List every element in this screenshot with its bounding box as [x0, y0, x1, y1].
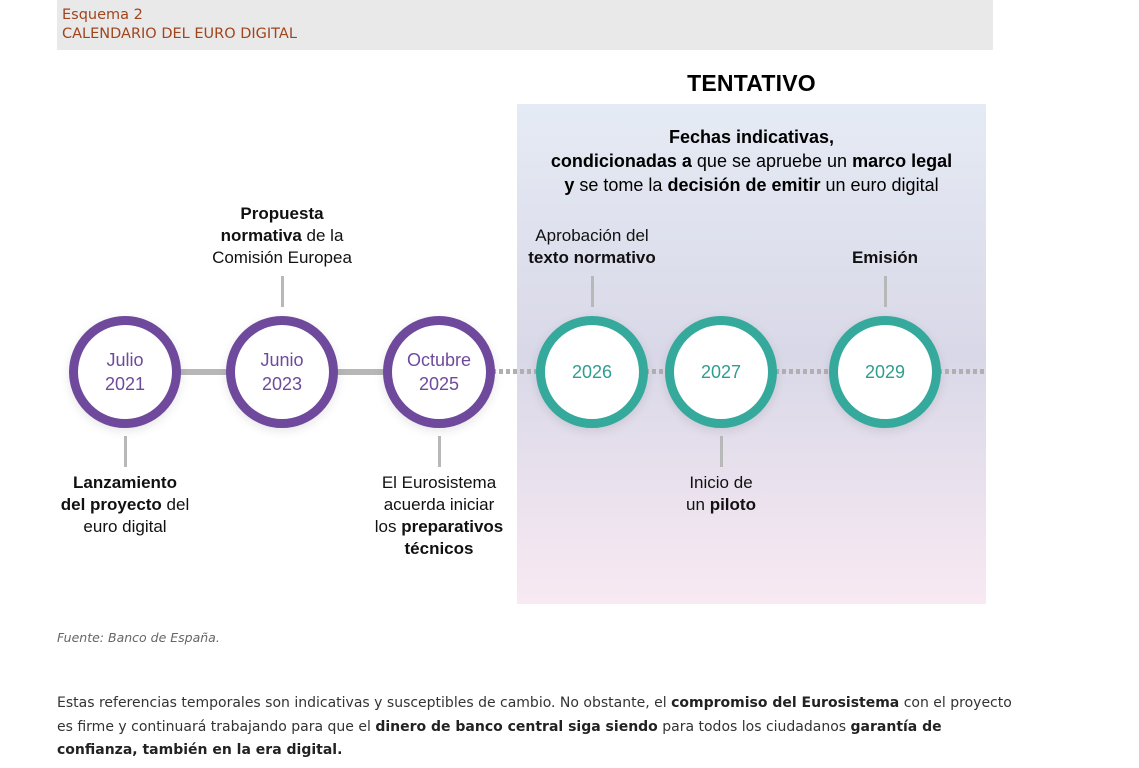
milestone-node-2029: 2029	[829, 316, 941, 428]
tick-2029	[884, 276, 887, 307]
tentative-note: Fechas indicativas, condicionadas a que …	[550, 127, 953, 195]
tick-2023	[281, 276, 284, 307]
milestone-node-2025: Octubre 2025	[383, 316, 495, 428]
milestone-label-2021: Lanzamiento del proyecto del euro digita…	[60, 473, 190, 536]
connector-dotted	[492, 369, 542, 374]
figure-title: CALENDARIO DEL EURO DIGITAL	[62, 26, 297, 42]
connector-dotted	[775, 369, 835, 374]
milestone-label-2027: Inicio de un piloto	[686, 473, 756, 514]
tick-2021	[124, 436, 127, 467]
connector-solid	[175, 369, 235, 375]
milestone-node-2026: 2026	[536, 316, 648, 428]
source-note: Fuente: Banco de España.	[57, 630, 220, 645]
tick-2025	[438, 436, 441, 467]
milestone-node-2021: Julio 2021	[69, 316, 181, 428]
connector-solid	[332, 369, 392, 375]
body-paragraph: Estas referencias temporales son indicat…	[57, 695, 1012, 758]
milestone-node-2023: Junio 2023	[226, 316, 338, 428]
milestone-label-2023: Propuesta normativa de la Comisión Europ…	[212, 204, 352, 267]
connector-dotted	[645, 369, 671, 374]
connector-dotted	[938, 369, 986, 374]
figure-header: Esquema 2 CALENDARIO DEL EURO DIGITAL	[57, 0, 993, 50]
milestone-label-2029: Emisión	[851, 248, 919, 267]
tentative-title: TENTATIVO	[687, 70, 816, 96]
milestone-label-2025: El Eurosistema acuerda iniciar los prepa…	[374, 473, 504, 558]
tick-2026	[591, 276, 594, 307]
figure-label: Esquema 2	[62, 7, 143, 23]
tick-2027	[720, 436, 723, 467]
timeline-diagram: TENTATIVO Fechas indicativas, condiciona…	[60, 70, 986, 604]
milestone-node-2027: 2027	[665, 316, 777, 428]
milestone-label-2026: Aprobación del texto normativo	[528, 226, 656, 267]
